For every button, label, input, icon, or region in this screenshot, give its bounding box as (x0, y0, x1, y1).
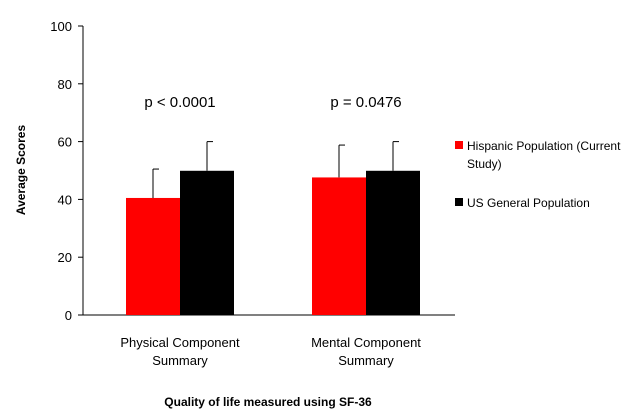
p-value-annotation: p < 0.0001 (144, 94, 215, 111)
y-tick-label: 80 (58, 77, 72, 92)
x-tick-label: Physical Component Summary (120, 335, 240, 368)
legend-swatch (455, 198, 463, 206)
y-tick-label: 100 (50, 19, 72, 34)
y-ticks: 0 20 40 60 80 100 (50, 19, 83, 323)
x-tick-label-line: Physical Component (120, 335, 240, 350)
x-tick-label-line: Summary (152, 353, 208, 368)
bars (126, 170, 420, 315)
bar (180, 170, 234, 315)
legend-label-line: Study) (467, 157, 502, 171)
bar (366, 170, 420, 315)
legend-label: US General Population (467, 196, 590, 210)
legend-label-line: US General Population (467, 196, 590, 210)
x-tick-label-line: Summary (338, 353, 394, 368)
legend: Hispanic Population (Current Study) US Gen… (455, 139, 621, 210)
annotations: p < 0.0001 p = 0.0476 (144, 94, 401, 111)
error-bars (152, 141, 399, 198)
legend-swatch (455, 141, 463, 149)
x-tick-label-line: Mental Component (311, 335, 421, 350)
y-axis-title: Average Scores (14, 125, 28, 216)
legend-label: Hispanic Population (Current Study) (467, 139, 621, 171)
y-tick-label: 40 (58, 192, 72, 207)
bar (126, 197, 180, 315)
y-tick-label: 0 (65, 308, 72, 323)
y-tick-label: 20 (58, 250, 72, 265)
y-tick-label: 60 (58, 135, 72, 150)
legend-label-line: Hispanic Population (Current (467, 139, 621, 153)
x-axis-title: Quality of life measured using SF-36 (164, 395, 372, 409)
p-value-annotation: p = 0.0476 (330, 94, 401, 111)
bar (312, 177, 366, 315)
x-tick-label: Mental Component Summary (311, 335, 421, 368)
